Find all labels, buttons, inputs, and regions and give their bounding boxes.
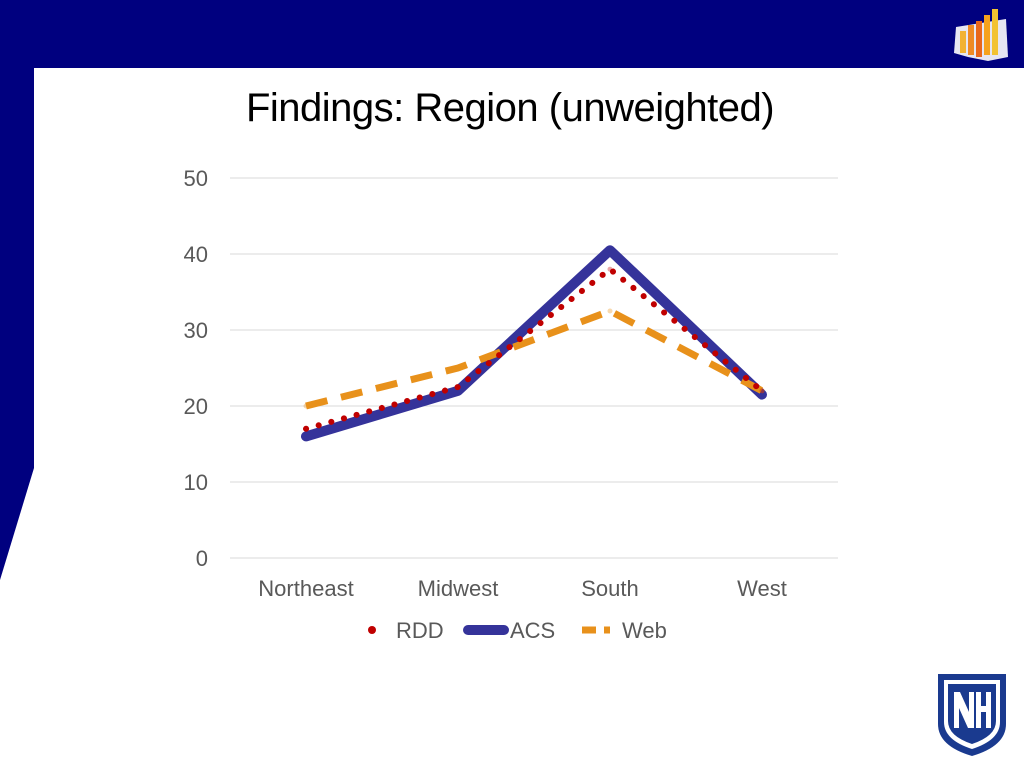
legend-label: RDD bbox=[396, 618, 444, 643]
legend-label: ACS bbox=[510, 618, 555, 643]
series-line-web bbox=[305, 307, 764, 410]
x-tick-label: South bbox=[581, 576, 639, 601]
gridlines bbox=[230, 177, 838, 559]
data-point-web bbox=[607, 308, 613, 314]
series-line-rdd bbox=[303, 266, 765, 432]
legend: RDD ACS Web bbox=[368, 618, 667, 643]
y-tick-label: 50 bbox=[184, 166, 208, 191]
data-point-rdd bbox=[455, 384, 461, 390]
left-band bbox=[0, 0, 34, 468]
y-axis-ticks: 0 10 20 30 40 50 bbox=[184, 166, 208, 571]
x-tick-label: West bbox=[737, 576, 787, 601]
data-point-acs bbox=[303, 433, 309, 439]
header-band bbox=[0, 0, 1024, 68]
unh-shield-logo-icon bbox=[938, 674, 1006, 756]
series-lines bbox=[301, 245, 767, 442]
x-tick-label: Northeast bbox=[258, 576, 353, 601]
legend-label: Web bbox=[622, 618, 667, 643]
left-wedge-decoration bbox=[0, 468, 34, 580]
legend-marker-rdd bbox=[368, 626, 376, 634]
data-point-rdd bbox=[607, 266, 613, 272]
bar-chart-map-logo-icon bbox=[954, 9, 1008, 61]
y-tick-label: 30 bbox=[184, 318, 208, 343]
x-axis-ticks: Northeast Midwest South West bbox=[258, 576, 787, 601]
data-point-acs bbox=[759, 392, 765, 398]
slide-title: Findings: Region (unweighted) bbox=[245, 86, 775, 130]
y-tick-label: 0 bbox=[196, 546, 208, 571]
y-tick-label: 20 bbox=[184, 394, 208, 419]
data-point-acs bbox=[607, 247, 613, 253]
data-point-web bbox=[759, 388, 765, 394]
y-tick-label: 40 bbox=[184, 242, 208, 267]
data-point-rdd bbox=[759, 388, 765, 394]
data-point-web bbox=[455, 365, 461, 371]
data-point-web bbox=[303, 403, 309, 409]
data-point-rdd bbox=[303, 426, 309, 432]
series-line-acs bbox=[301, 245, 767, 442]
y-tick-label: 10 bbox=[184, 470, 208, 495]
x-tick-label: Midwest bbox=[418, 576, 499, 601]
